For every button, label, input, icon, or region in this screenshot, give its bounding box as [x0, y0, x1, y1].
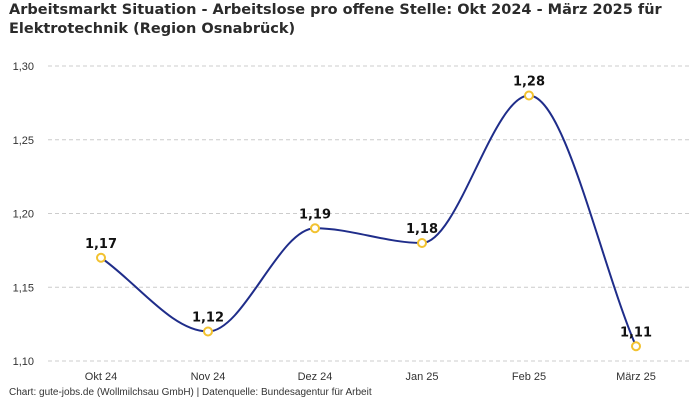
y-tick-label: 1,30	[13, 61, 34, 73]
data-points	[96, 90, 641, 352]
x-tick-label: Feb 25	[512, 371, 546, 383]
data-label: 1,28	[513, 75, 545, 90]
y-tick-label: 1,20	[13, 209, 34, 221]
data-label: 1,18	[406, 222, 438, 237]
y-axis: 1,10 1,15 1,20 1,25 1,30	[13, 61, 34, 368]
data-labels: 1,17 1,12 1,19 1,18 1,28 1,11	[85, 75, 652, 341]
x-axis: Okt 24 Nov 24 Dez 24 Jan 25 Feb 25 März 25	[85, 371, 656, 383]
data-label: 1,12	[192, 311, 224, 326]
x-tick-label: März 25	[616, 371, 656, 383]
data-label: 1,11	[620, 325, 652, 340]
series-line	[100, 94, 637, 347]
x-tick-label: Okt 24	[85, 371, 117, 383]
x-tick-label: Dez 24	[298, 371, 333, 383]
grid-lines	[48, 65, 690, 362]
data-label: 1,17	[85, 237, 117, 252]
data-label: 1,19	[299, 207, 331, 222]
x-tick-label: Jan 25	[405, 371, 438, 383]
data-point	[203, 326, 213, 337]
data-point	[310, 223, 320, 234]
data-point	[524, 90, 534, 101]
y-tick-label: 1,15	[13, 282, 34, 294]
data-point	[96, 252, 106, 263]
x-tick-label: Nov 24	[191, 371, 226, 383]
source-note: Chart: gute-jobs.de (Wollmilchsau GmbH) …	[9, 387, 372, 398]
data-point	[417, 238, 427, 248]
data-point	[631, 341, 641, 352]
y-tick-label: 1,10	[13, 356, 34, 368]
y-tick-label: 1,25	[13, 135, 34, 147]
chart-title: Arbeitsmarkt Situation - Arbeitslose pro…	[9, 2, 662, 37]
